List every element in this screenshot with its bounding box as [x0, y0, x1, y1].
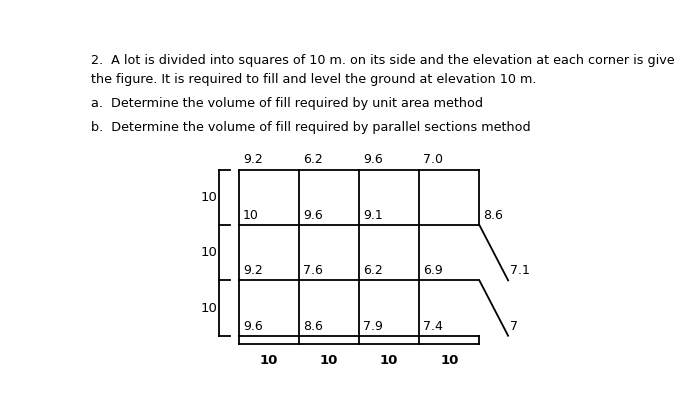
Text: 7.4: 7.4	[423, 320, 443, 332]
Text: 8.6: 8.6	[483, 209, 504, 222]
Text: b.  Determine the volume of fill required by parallel sections method: b. Determine the volume of fill required…	[90, 120, 531, 134]
Text: 9.2: 9.2	[243, 153, 263, 166]
Text: a.  Determine the volume of fill required by unit area method: a. Determine the volume of fill required…	[90, 97, 483, 111]
Text: 6.9: 6.9	[423, 264, 443, 277]
Text: 2.  A lot is divided into squares of 10 m. on its side and the elevation at each: 2. A lot is divided into squares of 10 m…	[90, 54, 675, 67]
Text: 10: 10	[243, 209, 259, 222]
Text: 6.2: 6.2	[363, 264, 383, 277]
Text: 10: 10	[320, 354, 338, 367]
Text: 10: 10	[201, 302, 218, 314]
Text: 8.6: 8.6	[303, 320, 323, 332]
Text: 9.6: 9.6	[363, 153, 383, 166]
Text: 7.6: 7.6	[303, 264, 323, 277]
Text: 7.0: 7.0	[423, 153, 443, 166]
Text: 7.1: 7.1	[510, 264, 530, 277]
Text: 7.9: 7.9	[363, 320, 383, 332]
Text: 9.1: 9.1	[363, 209, 383, 222]
Text: 10: 10	[380, 354, 398, 367]
Text: 10: 10	[201, 191, 218, 204]
Text: 10: 10	[440, 354, 458, 367]
Text: 9.2: 9.2	[243, 264, 263, 277]
Text: 10: 10	[201, 246, 218, 259]
Text: 9.6: 9.6	[303, 209, 323, 222]
Text: the figure. It is required to fill and level the ground at elevation 10 m.: the figure. It is required to fill and l…	[90, 73, 536, 86]
Text: 7: 7	[510, 320, 518, 332]
Text: 6.2: 6.2	[303, 153, 323, 166]
Text: 9.6: 9.6	[243, 320, 263, 332]
Text: 10: 10	[260, 354, 278, 367]
